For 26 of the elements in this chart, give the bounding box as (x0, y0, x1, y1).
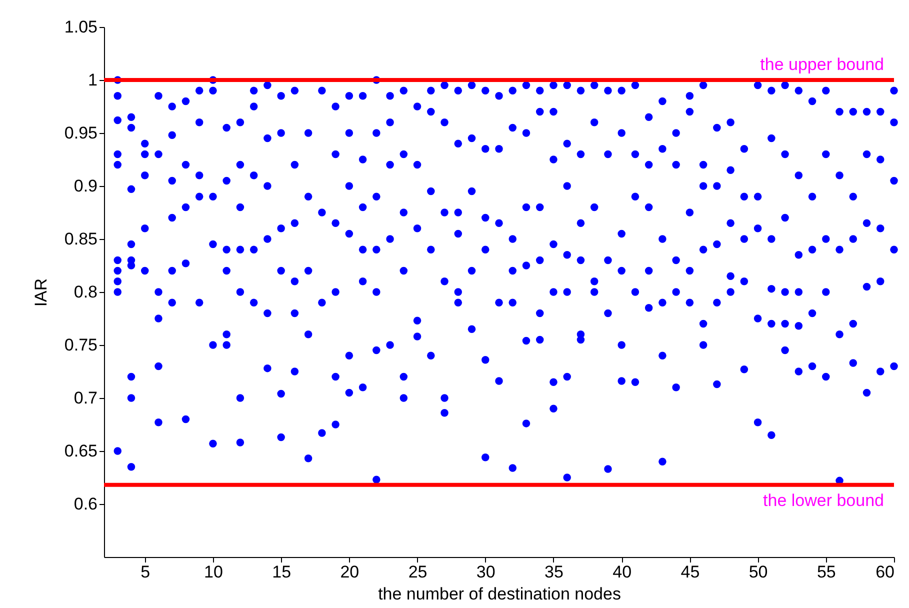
y-tick-label: 1 (88, 70, 98, 90)
y-tick-label: 0.75 (64, 336, 98, 354)
x-tick-label: 25 (408, 562, 428, 582)
y-tick-label: 0.85 (64, 230, 98, 248)
y-tick-label: 0.8 (74, 282, 98, 302)
y-tick-label: 0.7 (74, 388, 98, 408)
x-axis-title: the number of destination nodes (378, 584, 621, 604)
x-tick-label: 10 (204, 562, 223, 582)
y-tick-label: 0.9 (74, 176, 98, 196)
ref-line-label: the lower bound (763, 490, 884, 510)
y-tick-label: 0.65 (64, 442, 98, 460)
x-tick-label: 60 (876, 562, 894, 582)
x-tick-label: 40 (612, 562, 632, 582)
y-tick-label: 1.05 (64, 18, 98, 36)
x-tick-label: 20 (340, 562, 360, 582)
x-tick-label: 35 (544, 562, 564, 582)
y-axis-title: IAR (31, 278, 50, 307)
x-tick-label: 30 (476, 562, 496, 582)
x-tick-label: 55 (816, 562, 836, 582)
x-tick-label: 5 (140, 562, 150, 582)
ref-line-label: the upper bound (760, 55, 884, 74)
x-tick-label: 50 (748, 562, 768, 582)
x-tick-label: 45 (680, 562, 700, 582)
x-tick-label: 15 (272, 562, 292, 582)
y-tick-label: 0.6 (74, 494, 98, 514)
y-tick-label: 0.95 (64, 124, 98, 142)
